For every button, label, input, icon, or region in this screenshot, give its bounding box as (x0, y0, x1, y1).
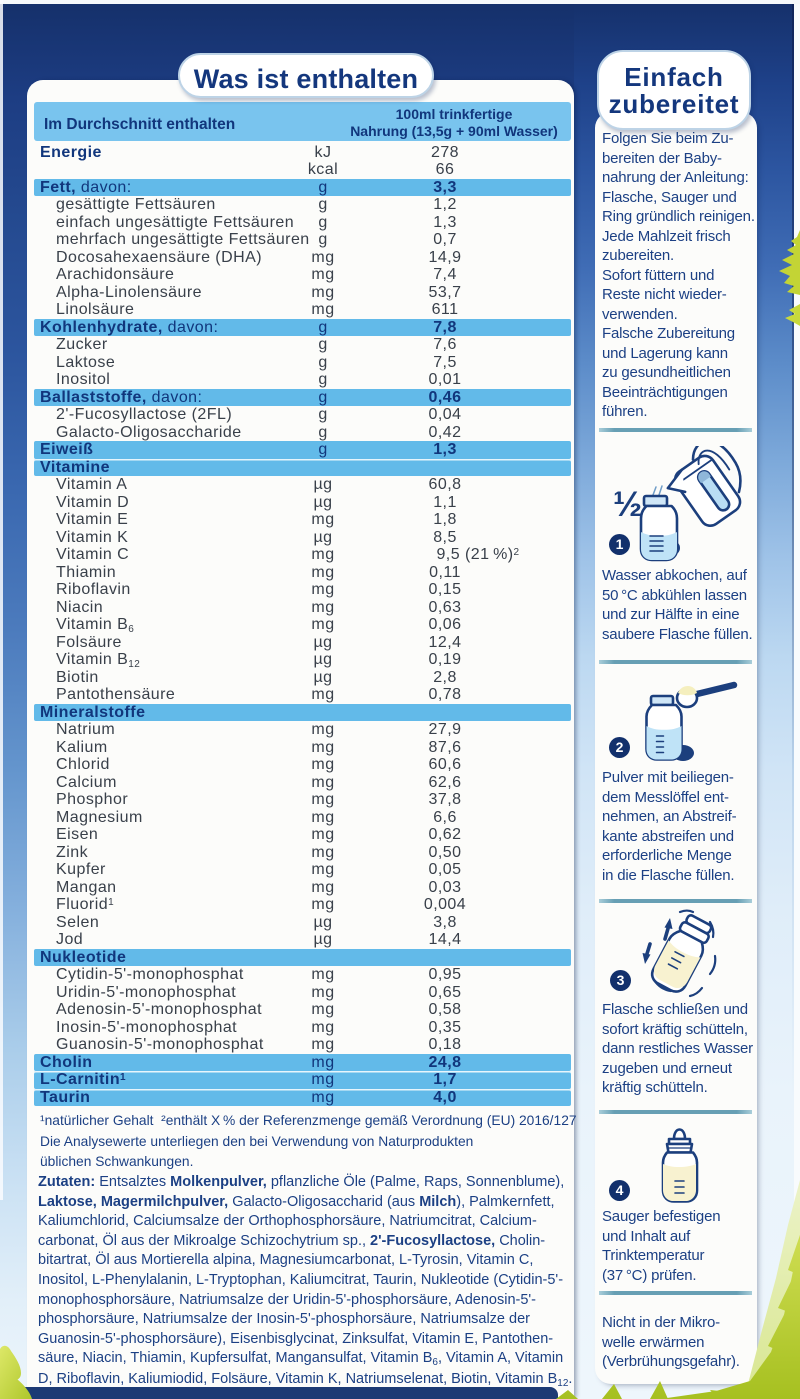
svg-text:½: ½ (613, 485, 642, 524)
